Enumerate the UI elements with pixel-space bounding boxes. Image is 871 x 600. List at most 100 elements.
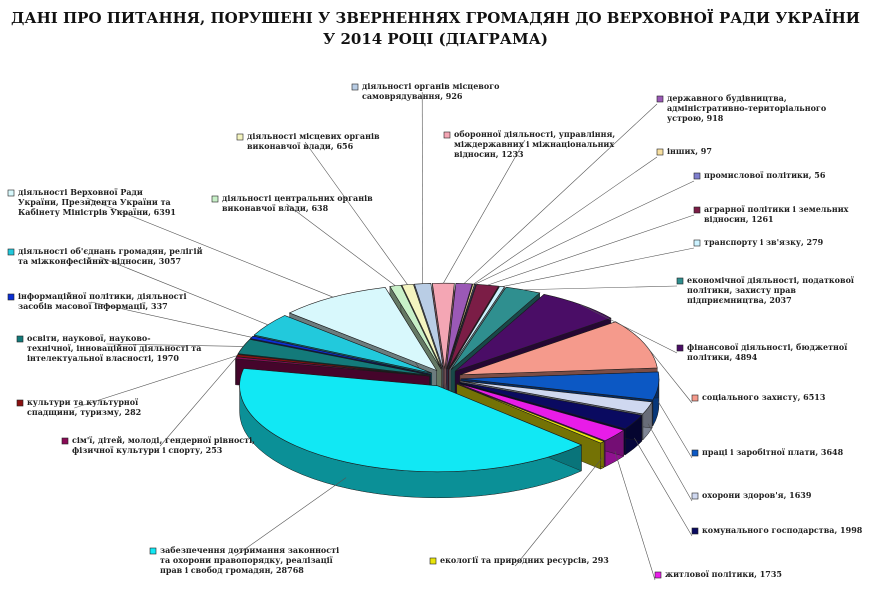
slice-label-15: забезпечення дотримання законності та охо… bbox=[160, 545, 339, 575]
slice-label-line: устрою, 918 bbox=[667, 113, 724, 123]
pie-slice-20 bbox=[253, 315, 432, 374]
pie-slice-11 bbox=[460, 380, 653, 415]
leader-line-1 bbox=[443, 139, 526, 284]
leader-line-8 bbox=[580, 304, 678, 354]
leader-line-21 bbox=[86, 197, 334, 298]
slice-label-5: аграрної політики і земельних відносин, 1… bbox=[704, 204, 849, 224]
leader-line-13 bbox=[614, 451, 656, 581]
leader-line-23 bbox=[304, 141, 408, 285]
leader-line-10 bbox=[657, 401, 693, 459]
slice-label-22: діяльності центральних органів виконавчої… bbox=[222, 193, 373, 213]
chart-title-line-1: ДАНІ ПРО ПИТАННЯ, ПОРУШЕНІ У ЗВЕРНЕННЯХ … bbox=[11, 9, 860, 27]
leader-line-17 bbox=[74, 355, 238, 409]
slice-label-0: діяльності органів місцевого самоврядуван… bbox=[362, 81, 500, 101]
leader-lines bbox=[74, 91, 695, 581]
legend-marker-3 bbox=[656, 148, 664, 156]
slice-label-line: комунального господарства, 1998 bbox=[702, 525, 863, 535]
slice-label-line: соціального захисту, 6513 bbox=[702, 392, 826, 402]
leader-line-3 bbox=[473, 156, 658, 285]
leader-line-14 bbox=[515, 457, 603, 567]
slice-label-line: житлової політики, 1735 bbox=[665, 569, 782, 579]
legend-marker-17 bbox=[16, 399, 24, 407]
slice-label-line: відносин, 1261 bbox=[704, 214, 774, 224]
pie-slice-15 bbox=[239, 368, 583, 473]
slice-label-11: охорони здоров'я, 1639 bbox=[702, 490, 812, 500]
legend-marker-4 bbox=[693, 172, 701, 180]
leader-line-4 bbox=[475, 180, 695, 285]
slice-label-line: сім'ї, дітей, молоді, гендерної рівності… bbox=[72, 435, 255, 445]
slice-label-line: та міжконфесійних відносин, 3057 bbox=[18, 256, 181, 266]
slice-label-line: та охорони правопорядку, реалізації bbox=[160, 555, 333, 565]
slice-label-line: інших, 97 bbox=[667, 146, 712, 156]
legend-marker-9 bbox=[691, 394, 699, 402]
slice-label-line: підприємництва, 2037 bbox=[687, 295, 792, 305]
slice-label-line: охорони здоров'я, 1639 bbox=[702, 490, 812, 500]
slice-label-line: аграрної політики і земельних bbox=[704, 204, 849, 214]
legend-marker-11 bbox=[691, 492, 699, 500]
slice-label-line: виконавчої влади, 638 bbox=[222, 203, 329, 213]
pie-slice-0 bbox=[414, 283, 444, 370]
slice-label-line: інтелектуальної власності, 1970 bbox=[27, 353, 179, 363]
slice-label-13: житлової політики, 1735 bbox=[665, 569, 782, 579]
legend-marker-19 bbox=[7, 293, 15, 301]
slice-label-9: соціального захисту, 6513 bbox=[702, 392, 826, 402]
slice-label-2: державного будівництва, адміністративно-т… bbox=[667, 93, 827, 123]
slice-label-line: міждержавних і міжнаціональних bbox=[454, 139, 614, 149]
slice-label-4: промислової політики, 56 bbox=[704, 170, 826, 180]
chart-title: ДАНІ ПРО ПИТАННЯ, ПОРУШЕНІ У ЗВЕРНЕННЯХ … bbox=[0, 8, 871, 50]
legend-marker-7 bbox=[676, 277, 684, 285]
leader-line-9 bbox=[644, 343, 693, 404]
legend-marker-2 bbox=[656, 95, 664, 103]
leader-line-20 bbox=[99, 256, 269, 326]
slice-label-1: оборонної діяльності, управління, міждерж… bbox=[454, 129, 615, 159]
slice-label-line: прав і свобод громадян, 28768 bbox=[160, 565, 304, 575]
slice-label-line: політики, захисту прав bbox=[687, 285, 796, 295]
slice-label-line: діяльності органів місцевого bbox=[362, 81, 500, 91]
slice-label-10: праці і заробітної плати, 3648 bbox=[702, 447, 844, 457]
leader-line-12 bbox=[633, 437, 693, 537]
slice-label-18: освіти, наукової, науково-технічної, інн… bbox=[27, 333, 201, 363]
slice-label-line: України, Президента України та bbox=[18, 197, 171, 207]
leader-line-15 bbox=[235, 477, 347, 557]
leader-line-6 bbox=[502, 247, 695, 287]
slice-label-7: економічної діяльності, податкової політи… bbox=[687, 275, 854, 305]
slice-label-6: транспорту і зв'язку, 279 bbox=[704, 237, 824, 247]
slice-label-line: виконавчої влади, 656 bbox=[247, 141, 354, 151]
slice-label-line: фізичної культури і спорту, 253 bbox=[72, 445, 223, 455]
pie-slice-10 bbox=[460, 371, 660, 401]
pie-slice-7 bbox=[450, 286, 541, 371]
slice-label-line: самоврядування, 926 bbox=[362, 91, 463, 101]
legend-marker-15 bbox=[149, 547, 157, 555]
slice-label-line: політики, 4894 bbox=[687, 352, 758, 362]
slice-label-14: екології та природних ресурсів, 293 bbox=[440, 555, 609, 565]
pie-slice-18 bbox=[237, 339, 430, 376]
legend-marker-1 bbox=[443, 131, 451, 139]
pie-slice-6 bbox=[449, 286, 505, 370]
slice-label-line: праці і заробітної плати, 3648 bbox=[702, 447, 844, 457]
slice-label-line: промислової політики, 56 bbox=[704, 170, 826, 180]
leader-line-5 bbox=[487, 214, 695, 286]
slice-label-20: діяльності об'єднань громадян, релігій та… bbox=[18, 246, 203, 266]
leader-line-19 bbox=[91, 301, 252, 338]
legend-marker-14 bbox=[429, 557, 437, 565]
slice-label-line: інформаційної політики, діяльності bbox=[18, 291, 187, 301]
leader-line-2 bbox=[463, 103, 658, 284]
slice-label-line: адміністративно-територіального bbox=[667, 103, 827, 113]
legend-marker-0 bbox=[351, 83, 359, 91]
slice-label-23: діяльності місцевих органів виконавчої вл… bbox=[247, 131, 380, 151]
slice-label-12: комунального господарства, 1998 bbox=[702, 525, 863, 535]
legend-marker-5 bbox=[693, 206, 701, 214]
pie-slice-14 bbox=[456, 383, 605, 444]
slice-label-line: державного будівництва, bbox=[667, 93, 787, 103]
legend-marker-22 bbox=[211, 195, 219, 203]
slice-label-3: інших, 97 bbox=[667, 146, 712, 156]
legend-marker-20 bbox=[7, 248, 15, 256]
slice-label-17: культури та культурної спадщини, туризму,… bbox=[27, 397, 141, 417]
pie-slice-5 bbox=[447, 283, 500, 370]
slice-label-line: діяльності центральних органів bbox=[222, 193, 373, 203]
legend-marker-16 bbox=[61, 437, 69, 445]
legend-marker-18 bbox=[16, 335, 24, 343]
slice-label-line: транспорту і зв'язку, 279 bbox=[704, 237, 824, 247]
leader-line-11 bbox=[647, 423, 693, 502]
